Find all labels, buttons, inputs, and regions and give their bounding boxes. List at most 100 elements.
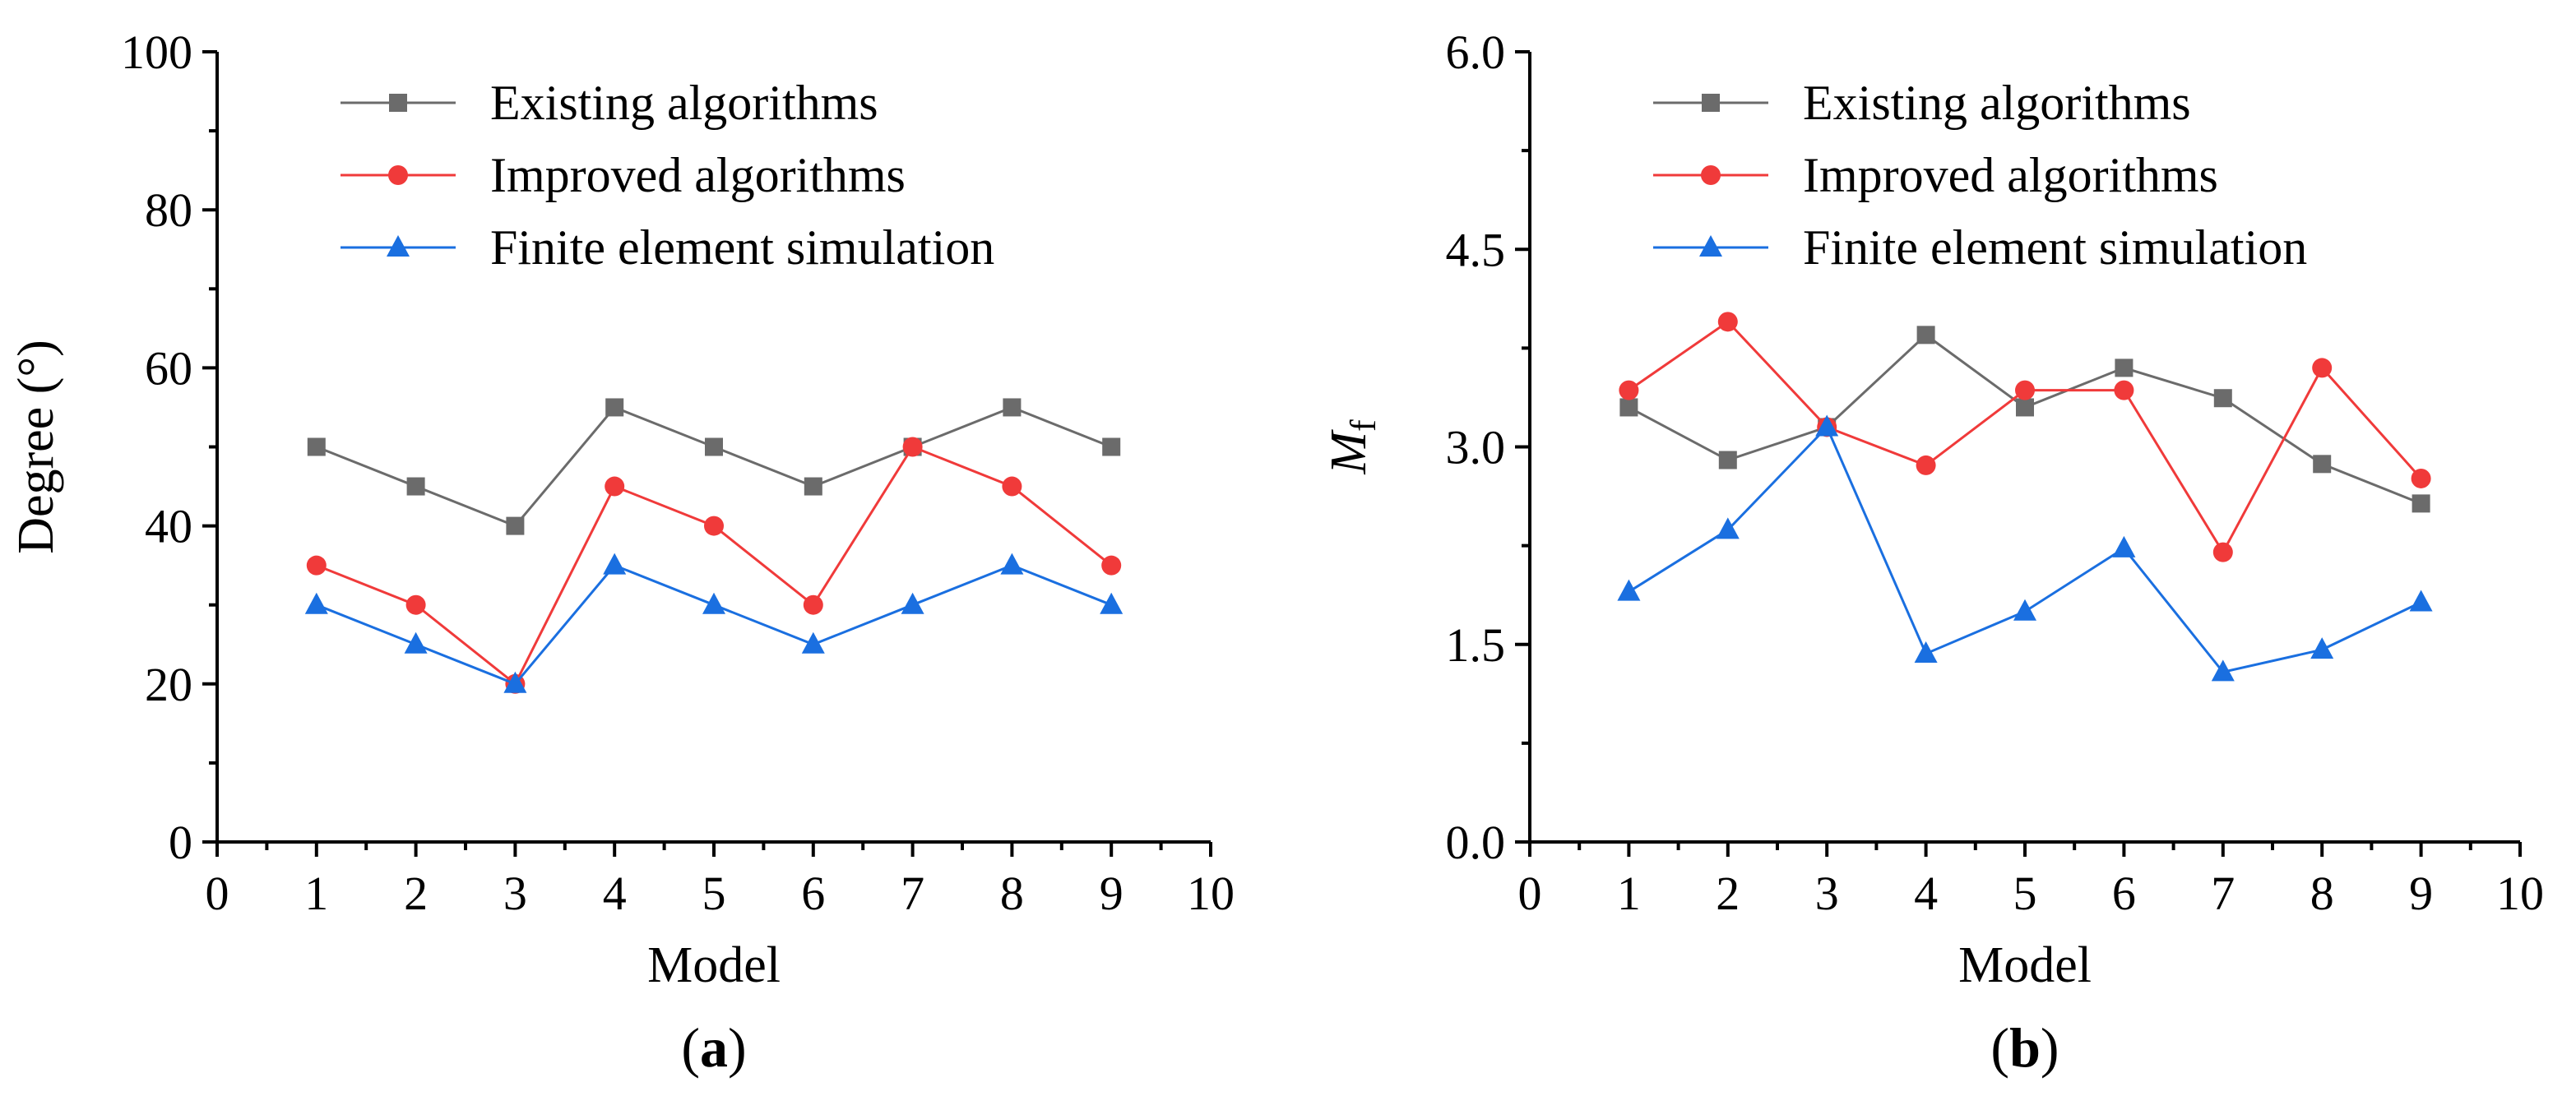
- improved-algorithms-point: [306, 555, 327, 576]
- finite-element-simulation-point: [2409, 590, 2433, 612]
- improved-algorithms-point: [803, 594, 823, 615]
- existing-algorithms-point: [2115, 358, 2134, 377]
- y-tick-label: 20: [145, 658, 192, 711]
- x-tick-label: 7: [2211, 867, 2235, 920]
- existing-algorithms-point: [705, 437, 723, 456]
- x-axis-label: Model: [647, 937, 781, 993]
- improved-algorithms-point: [2212, 542, 2233, 562]
- finite-element-simulation-point: [404, 631, 428, 654]
- x-tick-label: 3: [503, 867, 527, 920]
- x-tick-label: 7: [901, 867, 924, 920]
- x-tick-label: 5: [2013, 867, 2037, 920]
- finite-element-simulation-line: [1628, 424, 2422, 674]
- legend-existing-algorithms-label: Existing algorithms: [1803, 76, 2191, 130]
- existing-algorithms-point: [2213, 389, 2232, 408]
- finite-element-simulation-point: [1815, 414, 1839, 437]
- existing-algorithms-point: [2313, 455, 2332, 474]
- y-tick-label: 0: [169, 816, 192, 869]
- improved-algorithms-point: [2015, 380, 2035, 400]
- finite-element-simulation-point: [1000, 553, 1024, 575]
- improved-algorithms-point: [405, 594, 426, 615]
- y-tick-label: 4.5: [1446, 223, 1506, 276]
- legend-existing-algorithms-marker: [389, 94, 407, 112]
- legend-finite-element-simulation-marker: [1699, 235, 1722, 257]
- finite-element-simulation-point: [304, 592, 328, 614]
- x-tick-label: 5: [702, 867, 726, 920]
- legend-improved-algorithms-marker: [388, 165, 408, 185]
- existing-algorithms-point: [1619, 398, 1638, 417]
- x-tick-label: 8: [1000, 867, 1024, 920]
- x-tick-label: 1: [1617, 867, 1641, 920]
- y-tick-label: 40: [145, 500, 192, 553]
- x-tick-label: 3: [1815, 867, 1839, 920]
- panel-label-letter: b: [2009, 1016, 2041, 1079]
- existing-algorithms-point: [506, 516, 525, 535]
- finite-element-simulation-line: [316, 563, 1112, 686]
- y-tick-label: 80: [145, 183, 192, 237]
- y-axis-label-subscript: f: [1343, 419, 1383, 432]
- improved-algorithms-point: [2312, 358, 2333, 378]
- improved-algorithms-point: [1101, 555, 1122, 576]
- finite-element-simulation-point: [702, 592, 725, 614]
- panel-b: 0 1 2 3 4 5 6 7 8 9 10 0.0 1.5 3.0 4.5 6.0 Model Mf Existi…: [1321, 25, 2544, 1079]
- y-axis-label: Mf: [1321, 419, 1383, 475]
- y-tick-label: 6.0: [1446, 25, 1506, 79]
- y-axis-label: Degree (°): [8, 340, 64, 554]
- x-tick-label: 10: [2496, 867, 2544, 920]
- legend-finite-element-simulation-label: Finite element simulation: [490, 220, 994, 275]
- legend-finite-element-simulation-label: Finite element simulation: [1803, 220, 2307, 275]
- y-tick-label: 3.0: [1446, 421, 1506, 474]
- finite-element-simulation-point: [1617, 579, 1641, 601]
- x-tick-label: 10: [1187, 867, 1235, 920]
- improved-algorithms-point: [902, 437, 923, 457]
- finite-element-simulation-point: [801, 631, 825, 654]
- finite-element-simulation-point: [901, 592, 924, 614]
- finite-element-simulation-point: [2112, 535, 2136, 557]
- improved-algorithms-point: [704, 516, 724, 536]
- x-tick-label: 6: [2112, 867, 2136, 920]
- existing-algorithms-point: [1718, 451, 1737, 469]
- existing-algorithms-point: [1916, 326, 1935, 345]
- y-tick-label: 100: [121, 25, 192, 79]
- finite-element-simulation-point: [1100, 592, 1124, 614]
- improved-algorithms-point: [2114, 380, 2134, 400]
- x-tick-label: 0: [1518, 867, 1542, 920]
- x-tick-label: 4: [603, 867, 627, 920]
- legend-existing-algorithms-label: Existing algorithms: [490, 76, 878, 130]
- existing-algorithms-point: [2016, 398, 2034, 417]
- x-axis-label: Model: [1958, 937, 2092, 993]
- y-tick-label: 0.0: [1446, 816, 1506, 869]
- existing-algorithms-line: [316, 405, 1112, 528]
- legend-improved-algorithms-label: Improved algorithms: [490, 148, 906, 202]
- y-axis-label-main: M: [1321, 429, 1377, 475]
- x-tick-label: 8: [2310, 867, 2334, 920]
- x-tick-label: 9: [1100, 867, 1124, 920]
- finite-element-simulation-point: [503, 671, 527, 693]
- finite-element-simulation-point: [2013, 599, 2036, 621]
- panel-label: (a): [681, 1016, 746, 1079]
- finite-element-simulation-point: [1716, 517, 1740, 539]
- x-tick-label: 9: [2409, 867, 2433, 920]
- existing-algorithms-point: [406, 477, 425, 496]
- x-tick-label: 2: [1716, 867, 1740, 920]
- improved-algorithms-point: [1002, 476, 1022, 497]
- improved-algorithms-point: [1916, 455, 1936, 475]
- x-tick-label: 6: [801, 867, 825, 920]
- improved-algorithms-line: [316, 445, 1113, 687]
- improved-algorithms-point: [1619, 380, 1639, 400]
- finite-element-simulation-point: [603, 553, 627, 575]
- improved-algorithms-point: [2411, 468, 2431, 488]
- existing-algorithms-point: [1102, 437, 1121, 456]
- existing-algorithms-point: [804, 477, 822, 496]
- x-tick-label: 2: [404, 867, 428, 920]
- legend-existing-algorithms-marker: [1702, 94, 1720, 112]
- existing-algorithms-point: [1003, 398, 1022, 417]
- existing-algorithms-point: [2412, 494, 2430, 513]
- improved-algorithms-point: [605, 476, 625, 497]
- improved-algorithms-point: [1717, 312, 1738, 332]
- legend-improved-algorithms-label: Improved algorithms: [1803, 148, 2218, 202]
- legend-improved-algorithms-marker: [1701, 165, 1721, 185]
- panel-label: (b): [1990, 1016, 2059, 1079]
- y-tick-label: 1.5: [1446, 618, 1506, 672]
